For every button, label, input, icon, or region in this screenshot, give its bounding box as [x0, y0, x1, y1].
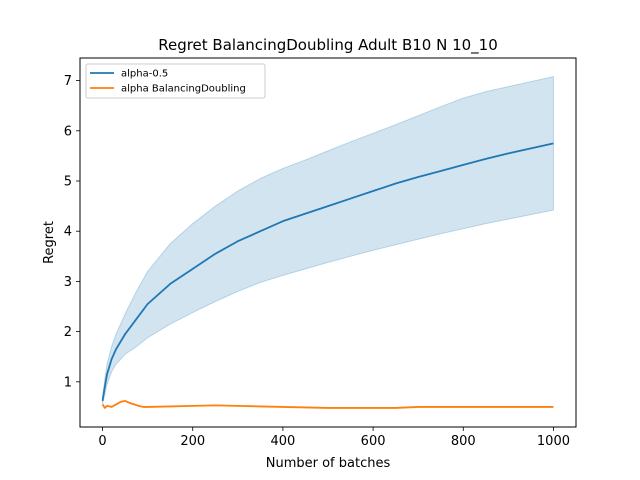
y-tick-label: 3: [64, 275, 72, 290]
x-tick-label: 0: [98, 434, 106, 449]
legend-label-alpha-balancingdoubling: alpha BalancingDoubling: [121, 84, 246, 95]
legend: alpha-0.5 alpha BalancingDoubling: [85, 63, 266, 99]
series-line-alpha-balancingdoubling: [101, 399, 554, 409]
series-line-alpha-0.5: [101, 142, 554, 402]
legend-label-alpha-0.5: alpha-0.5: [121, 69, 168, 80]
y-tick-label: 5: [64, 175, 72, 190]
x-tick-label: 200: [180, 434, 205, 449]
chart-title: Regret BalancingDoubling Adult B10 N 10_…: [158, 36, 498, 55]
axis-ticks: 0 200 400 600 800 1000 1 2 3 4 5 6 7: [64, 74, 570, 449]
confidence-band-alpha-0.5: [102, 75, 554, 405]
x-tick-label: 800: [451, 434, 476, 449]
x-tick-label: 1000: [537, 434, 570, 449]
y-tick-label: 1: [64, 375, 72, 390]
y-tick-label: 6: [64, 124, 72, 139]
x-tick-label: 400: [270, 434, 295, 449]
legend-box: [85, 63, 266, 99]
y-axis-label: Regret: [42, 221, 57, 264]
y-tick-label: 7: [64, 74, 72, 89]
y-tick-label: 4: [64, 225, 72, 240]
x-tick-label: 600: [361, 434, 386, 449]
x-axis-label: Number of batches: [266, 456, 391, 471]
axes-frame: [79, 57, 577, 428]
plot-area: [101, 75, 554, 409]
y-tick-label: 2: [64, 325, 72, 340]
